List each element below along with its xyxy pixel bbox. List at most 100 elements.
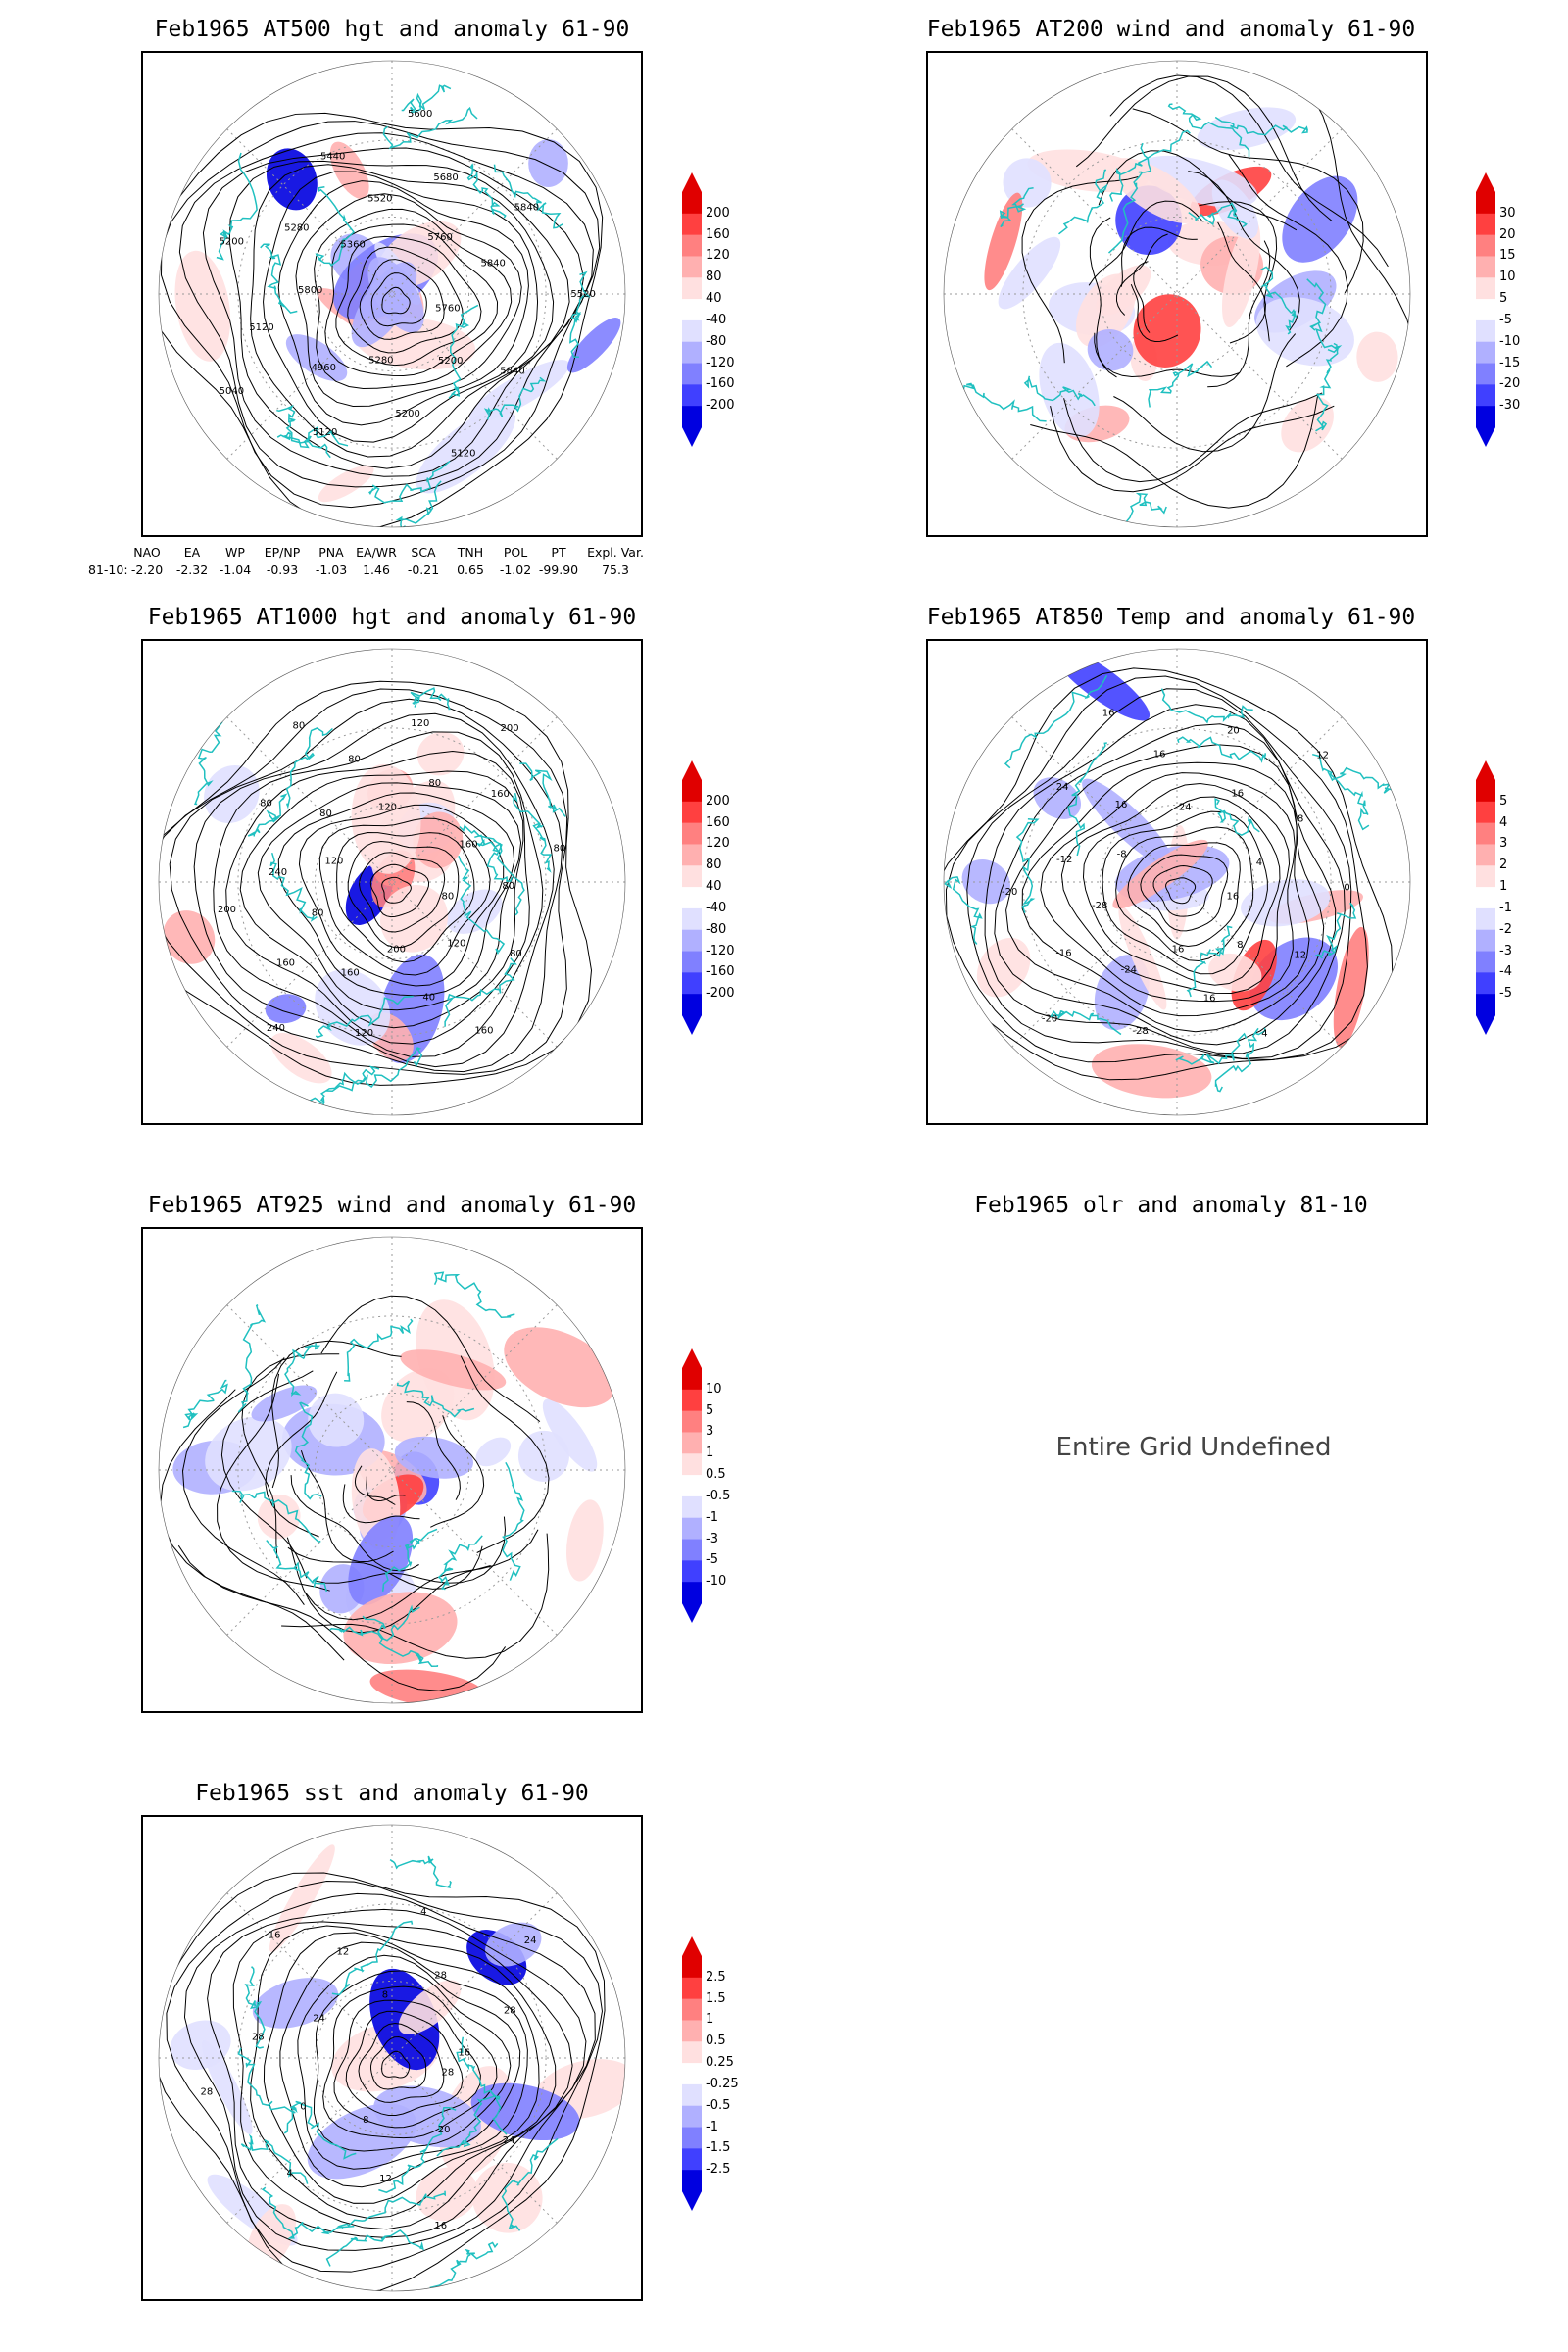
colorbar-cap (1476, 172, 1495, 192)
colorbar-label: -160 (706, 964, 735, 980)
colorbar-label: -120 (706, 355, 735, 370)
contour-label: 5800 (298, 285, 322, 296)
contour-label: 160 (474, 1026, 493, 1037)
streamline (241, 1353, 340, 1559)
contour-line (381, 286, 411, 315)
colorbar-swatches (682, 1936, 702, 2211)
colorbar-label: -200 (706, 986, 735, 1002)
colorbar-swatch (682, 1432, 702, 1454)
contour-line (381, 2050, 411, 2079)
contour-line (994, 723, 1337, 1046)
colorbar-swatch (1476, 907, 1495, 931)
index-header: PT (551, 545, 566, 560)
contour-line (359, 852, 446, 933)
anomaly-shading (1133, 294, 1201, 368)
anomaly-shading (381, 1368, 455, 1443)
colorbar-label: 1 (1499, 879, 1508, 895)
colorbar-cap (682, 760, 702, 780)
contour-line (370, 272, 427, 327)
colorbar-cap (1476, 760, 1495, 780)
streamline (265, 1371, 338, 1538)
indices-value-row: 81-10: -2.20 -2.32 -1.04 -0.93 -1.03 1.46 -0.2… (88, 563, 764, 580)
polar-map-canvas: 5760 5840 5200 5120 5200 5280 5120 4960 5040 5120… (158, 60, 626, 528)
contour-line (213, 731, 544, 1057)
contour-label: -8 (1117, 849, 1127, 859)
latitude-circle (237, 1903, 547, 2213)
meridian-line (1011, 716, 1343, 1048)
contour-line (298, 804, 505, 987)
contour-line (1060, 782, 1291, 995)
contour-line (335, 235, 482, 367)
coastline (433, 1271, 515, 1318)
streamline (1050, 405, 1335, 493)
colorbar-label: -200 (706, 398, 735, 414)
colorbar-cap (682, 427, 702, 447)
contour-line (228, 160, 570, 469)
colorbar-swatch (1476, 887, 1495, 909)
streamline (1133, 261, 1151, 333)
contour-line (207, 1908, 587, 2238)
latitude-circle (1022, 727, 1332, 1037)
coastline (1049, 1009, 1122, 1036)
streamline (1228, 154, 1348, 368)
streamline (342, 1484, 420, 1524)
colorbar-label: -2.5 (706, 2162, 731, 2178)
anomaly-shading (343, 1592, 458, 1665)
contour-label: 24 (1179, 803, 1192, 813)
contour-line (381, 876, 412, 904)
contour-label: 20 (1227, 726, 1240, 737)
streamline (1075, 75, 1333, 222)
contour-label: 5120 (313, 427, 337, 438)
colorbar-swatch (682, 234, 702, 257)
colorbar-label: -1 (1499, 900, 1512, 915)
contour-label: 120 (355, 1028, 373, 1039)
colorbar-swatch (682, 1582, 702, 1604)
coastline (1312, 753, 1370, 831)
contour-label: 28 (252, 2032, 265, 2042)
streamline (300, 1450, 394, 1563)
streamline (460, 1355, 550, 1553)
contour-label: 120 (378, 802, 397, 812)
index-header: EA (183, 545, 201, 560)
colorbar-label: -3 (1499, 943, 1512, 958)
contour-label: 160 (460, 840, 478, 851)
colorbar-cap (682, 1348, 702, 1368)
colorbar-swatch (1476, 341, 1495, 365)
coastline (362, 1615, 439, 1667)
anomaly-shading (174, 250, 231, 362)
contour-line (369, 863, 430, 918)
index-header: Expl. Var. (587, 545, 644, 560)
polar-map-canvas (943, 60, 1411, 528)
contour-label: 20 (438, 2125, 451, 2135)
colorbar-label: -0.5 (706, 1488, 731, 1503)
colorbar-swatch (682, 907, 702, 931)
coastline (459, 824, 514, 882)
colorbar-swatch (682, 299, 702, 321)
colorbar-swatch (1476, 929, 1495, 953)
contour-label: 120 (324, 857, 343, 867)
coastline (305, 1065, 380, 1105)
index-value: 75.3 (602, 563, 629, 577)
contour-line (1165, 877, 1197, 905)
colorbar-swatches (682, 1348, 702, 1623)
colorbar-label: -5 (1499, 986, 1512, 1002)
coastline (315, 995, 414, 1039)
contour-line (347, 841, 460, 949)
contour-label: 8 (363, 2115, 368, 2126)
colorbar-swatch (682, 2127, 702, 2149)
coastline (501, 2137, 559, 2231)
colorbar-label: 1.5 (706, 1990, 726, 2006)
colorbar-swatch (682, 822, 702, 845)
contour-label: 80 (260, 799, 272, 809)
anomaly-shading (329, 141, 369, 199)
polar-map-canvas: 80 80 120 160 40 200 120 160 240 160 80 200 240 120 80… (158, 648, 626, 1116)
coastline (448, 304, 479, 399)
colorbar-swatch (1476, 801, 1495, 824)
contour-line (318, 817, 491, 976)
colorbar-swatches (682, 760, 702, 1035)
colorbar-swatch (682, 1977, 702, 2000)
anomaly-shading (205, 1416, 292, 1492)
colorbar-label: -80 (706, 333, 727, 349)
contour-label: -20 (1002, 887, 1017, 898)
contour-line (250, 164, 555, 458)
